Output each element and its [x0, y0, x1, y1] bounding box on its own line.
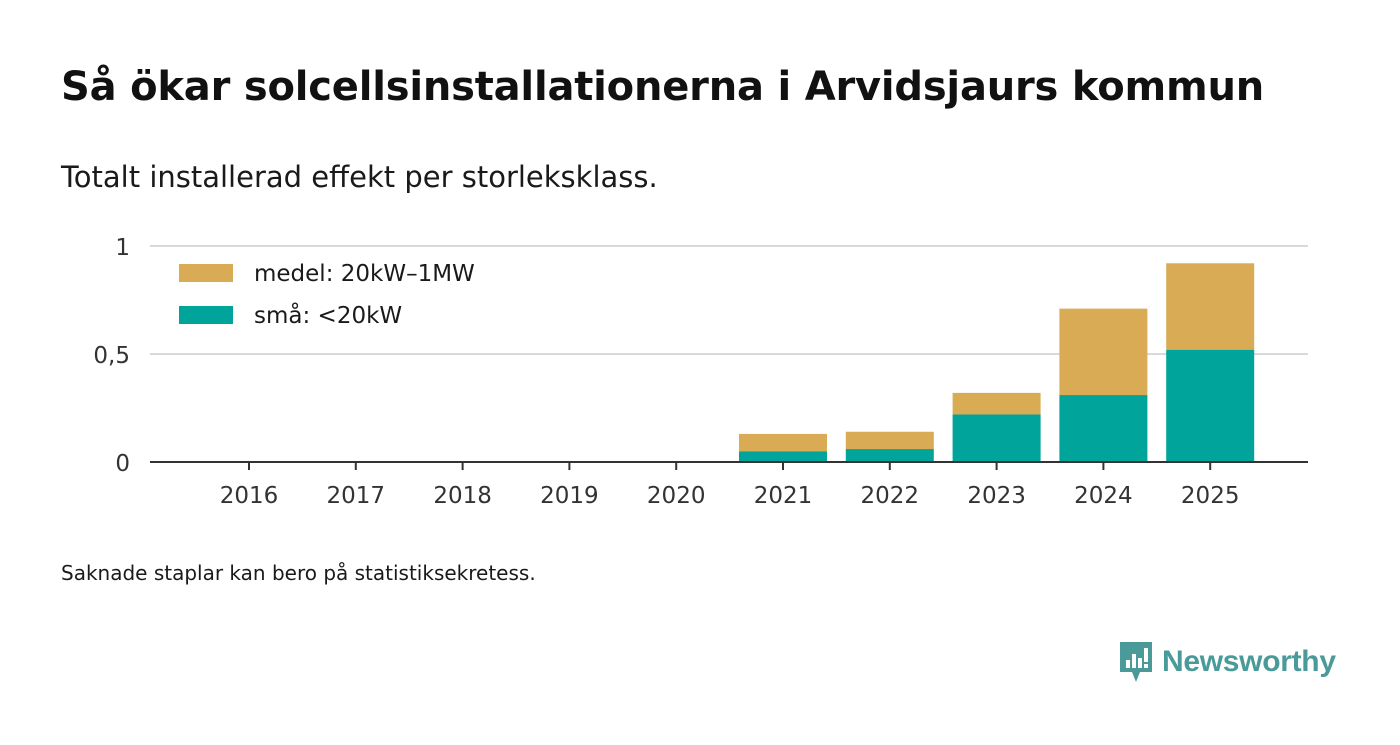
legend-swatch [179, 264, 233, 282]
x-tick-label: 2022 [861, 483, 920, 509]
y-tick-label: 0 [115, 451, 130, 477]
legend-swatch [179, 306, 233, 324]
bar-sma-2023 [952, 414, 1041, 462]
x-tick-label: 2018 [433, 483, 492, 509]
bar-medel-2023 [952, 392, 1041, 415]
x-tick-label: 2021 [754, 483, 813, 509]
brand-name: Newsworthy [1162, 645, 1336, 678]
x-tick-label: 2020 [647, 483, 706, 509]
x-tick-label: 2024 [1074, 483, 1133, 509]
footnote: Saknade staplar kan bero på statistiksek… [61, 561, 536, 585]
bar-sma-2021 [739, 451, 827, 462]
bar-medel-2021 [739, 433, 827, 452]
y-tick-label: 0,5 [93, 343, 130, 369]
y-tick-label: 1 [115, 235, 130, 261]
x-tick-label: 2016 [220, 483, 279, 509]
brand-logo: Newsworthy [1118, 640, 1336, 684]
x-tick-label: 2023 [967, 483, 1026, 509]
bar-medel-2025 [1166, 263, 1255, 350]
legend-label: små: <20kW [254, 301, 402, 329]
page-title: Så ökar solcellsinstallationerna i Arvid… [61, 64, 1264, 110]
chart-subtitle: Totalt installerad effekt per storlekskl… [61, 160, 658, 194]
x-tick-label: 2025 [1181, 483, 1240, 509]
newsworthy-logo-icon [1120, 642, 1152, 682]
bar-sma-2025 [1166, 349, 1255, 462]
x-tick-label: 2019 [540, 483, 599, 509]
bar-medel-2022 [845, 431, 934, 450]
legend-label: medel: 20kW–1MW [254, 261, 475, 287]
bar-sma-2022 [845, 449, 934, 462]
bar-medel-2024 [1059, 308, 1148, 396]
x-tick-label: 2017 [327, 483, 386, 509]
bar-sma-2024 [1059, 395, 1148, 462]
